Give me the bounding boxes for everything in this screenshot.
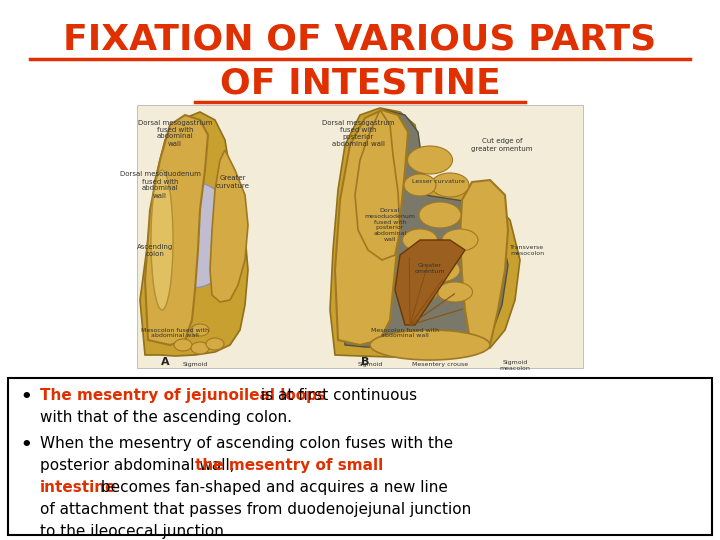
Bar (8, 378, 712, 535)
Text: to the ileocecal junction.: to the ileocecal junction. (40, 524, 229, 539)
Ellipse shape (408, 146, 452, 174)
Ellipse shape (191, 324, 209, 336)
Text: the mesentry of small: the mesentry of small (195, 458, 383, 473)
Text: is at first continuous: is at first continuous (256, 388, 417, 403)
Text: Lesser curvature: Lesser curvature (412, 179, 464, 184)
Ellipse shape (406, 282, 438, 302)
Polygon shape (210, 150, 248, 302)
Text: Transverse
mesocolon: Transverse mesocolon (510, 245, 544, 256)
Text: Ascending
colon: Ascending colon (137, 244, 173, 256)
Text: When the mesentry of ascending colon fuses with the: When the mesentry of ascending colon fus… (40, 436, 453, 451)
Bar (137, 105, 583, 368)
Polygon shape (342, 110, 508, 348)
Ellipse shape (442, 229, 478, 251)
Ellipse shape (151, 170, 173, 310)
Text: Dorsal mesogastrum
fused with
posterior
abdominal wall: Dorsal mesogastrum fused with posterior … (322, 119, 395, 146)
Ellipse shape (419, 202, 461, 228)
Text: Mesentery crouse: Mesentery crouse (412, 362, 468, 367)
Polygon shape (145, 115, 208, 345)
Text: Dorsal mesogastrium
fused with
abdominal
wall: Dorsal mesogastrium fused with abdominal… (138, 119, 212, 146)
Text: Sigmoid
meacolon: Sigmoid meacolon (500, 360, 531, 371)
Text: B: B (361, 357, 369, 367)
Ellipse shape (438, 282, 472, 302)
Polygon shape (140, 112, 248, 356)
Polygon shape (330, 108, 520, 357)
Text: The mesentry of jejunoileal loops: The mesentry of jejunoileal loops (40, 388, 326, 403)
Text: •: • (20, 436, 32, 454)
Ellipse shape (404, 174, 436, 196)
Text: intestine: intestine (40, 480, 117, 495)
Ellipse shape (402, 229, 438, 251)
Polygon shape (355, 110, 400, 260)
Ellipse shape (370, 330, 490, 360)
Text: FIXATION OF VARIOUS PARTS: FIXATION OF VARIOUS PARTS (63, 23, 657, 57)
Text: Sigmoid: Sigmoid (357, 362, 383, 367)
Text: OF INTESTINE: OF INTESTINE (220, 66, 500, 100)
Ellipse shape (191, 342, 209, 354)
Text: posterior abdominal wall,: posterior abdominal wall, (40, 458, 240, 473)
Ellipse shape (206, 338, 224, 350)
Ellipse shape (420, 258, 460, 282)
Text: Greater
curvature: Greater curvature (216, 176, 250, 188)
Ellipse shape (174, 339, 192, 351)
Text: A: A (161, 357, 169, 367)
Text: of attachment that passes from duodenojejunal junction: of attachment that passes from duodenoje… (40, 502, 472, 517)
Text: •: • (20, 388, 32, 406)
Polygon shape (335, 110, 408, 345)
Text: becomes fan-shaped and acquires a new line: becomes fan-shaped and acquires a new li… (96, 480, 448, 495)
Text: Greater
omentum: Greater omentum (415, 263, 445, 274)
Text: Sigmoid: Sigmoid (182, 362, 207, 367)
Ellipse shape (431, 173, 469, 197)
Ellipse shape (155, 183, 235, 287)
Polygon shape (460, 180, 508, 345)
Text: Dorsal
mesoduodenum
fused with
posterior
abdominal
wall: Dorsal mesoduodenum fused with posterior… (364, 208, 415, 242)
Text: Mesocolon fused with
abdominal wall: Mesocolon fused with abdominal wall (371, 328, 439, 339)
Text: with that of the ascending colon.: with that of the ascending colon. (40, 410, 292, 425)
Text: Cut edge of
greater omentum: Cut edge of greater omentum (472, 138, 533, 152)
Text: Mesocolon fused with
abdominal wall: Mesocolon fused with abdominal wall (141, 328, 209, 339)
Polygon shape (395, 240, 465, 325)
Text: Dorsal mesoduodenum
fused with
abdominal
wall: Dorsal mesoduodenum fused with abdominal… (120, 172, 200, 199)
